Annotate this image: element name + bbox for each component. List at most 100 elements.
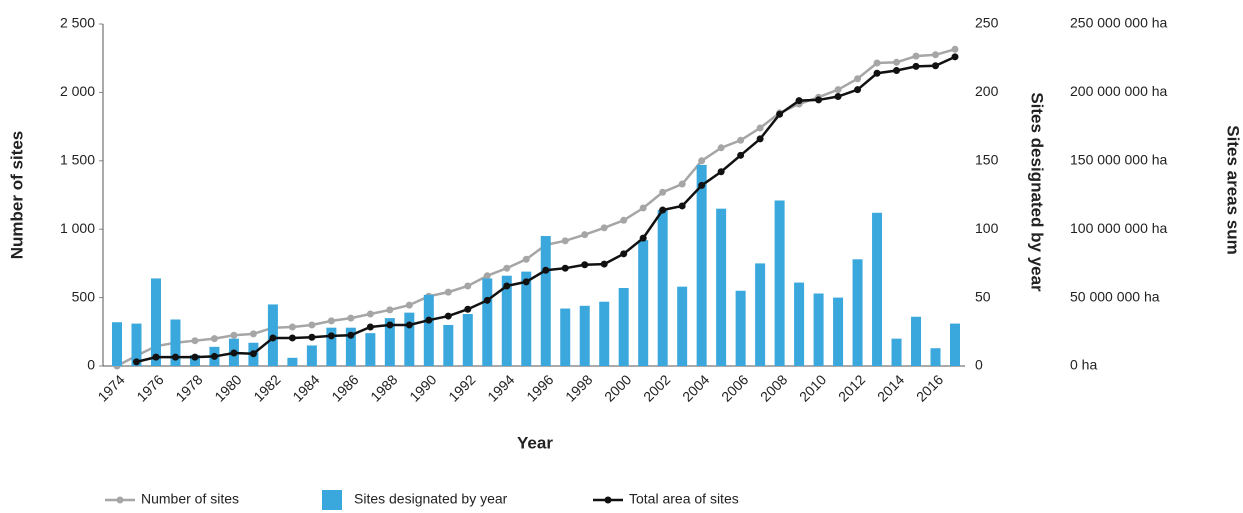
- line-point: [600, 260, 608, 268]
- bar: [443, 324, 454, 366]
- line-point: [327, 332, 335, 340]
- x-tick-label: 1984: [289, 371, 322, 404]
- bar: [462, 314, 473, 366]
- line-point: [639, 234, 647, 242]
- line-point: [444, 312, 452, 320]
- line-point: [483, 296, 491, 304]
- x-tick-label: 1996: [523, 371, 556, 404]
- bar: [560, 308, 571, 366]
- x-tick-label: 1980: [211, 371, 244, 404]
- line-point: [191, 353, 199, 361]
- line-point: [893, 67, 901, 75]
- line-point: [873, 59, 881, 67]
- x-tick-label: 1998: [562, 371, 595, 404]
- bar: [794, 282, 805, 366]
- line-point: [912, 62, 920, 70]
- line-point: [893, 58, 901, 66]
- y2-tick-label: 200: [975, 83, 999, 99]
- x-tick-label: 1978: [172, 371, 205, 404]
- bar: [404, 312, 415, 366]
- bar: [345, 327, 356, 366]
- x-axis-title: Year: [517, 433, 553, 452]
- line-point: [659, 206, 667, 214]
- line-point: [249, 330, 257, 338]
- line-point: [932, 51, 940, 59]
- line-point: [561, 237, 569, 245]
- line-point: [269, 334, 277, 342]
- bar: [306, 345, 317, 366]
- bar: [950, 323, 960, 366]
- line-point: [405, 321, 413, 329]
- y-tick-label: 0: [87, 357, 95, 373]
- line-point: [854, 75, 862, 83]
- line-point: [464, 305, 472, 313]
- bar: [150, 278, 161, 366]
- line-point: [425, 316, 433, 324]
- y2-axis-title: Sites designated by year: [1028, 92, 1047, 292]
- y-tick-label: 1 000: [60, 220, 95, 236]
- line-point: [581, 231, 589, 239]
- line-point: [581, 261, 589, 269]
- line-point: [366, 323, 374, 331]
- x-tick-label: 1986: [328, 371, 361, 404]
- y3-tick-label: 50 000 000 ha: [1070, 288, 1160, 304]
- x-tick-label: 2012: [835, 371, 868, 404]
- y2-tick-label: 150: [975, 152, 999, 168]
- bar: [170, 319, 181, 366]
- line-point: [230, 349, 238, 357]
- line-point: [834, 93, 842, 101]
- y3-tick-label: 250 000 000 ha: [1070, 15, 1168, 31]
- y-tick-label: 500: [72, 288, 96, 304]
- line-point: [483, 272, 491, 280]
- line-point: [288, 323, 296, 331]
- line-point: [717, 168, 725, 176]
- line-point: [678, 180, 686, 188]
- line-point: [249, 350, 257, 358]
- x-tick-label: 2010: [796, 371, 829, 404]
- line-point: [171, 353, 179, 361]
- line-point: [737, 136, 745, 144]
- line-point: [639, 204, 647, 212]
- bar: [579, 305, 590, 366]
- line-point: [620, 216, 628, 224]
- y2-tick-label: 250: [975, 15, 999, 31]
- bar: [716, 208, 727, 366]
- bar: [423, 294, 434, 366]
- line-point: [737, 151, 745, 159]
- line-point: [327, 317, 335, 325]
- x-tick-label: 2008: [757, 371, 790, 404]
- y3-tick-label: 100 000 000 ha: [1070, 220, 1168, 236]
- bar: [930, 348, 941, 366]
- line-point: [620, 250, 628, 258]
- line-point: [444, 288, 452, 296]
- line-point: [308, 333, 316, 341]
- x-tick-label: 2000: [601, 371, 634, 404]
- y-tick-label: 1 500: [60, 152, 95, 168]
- bar: [872, 212, 883, 366]
- bar: [735, 290, 746, 366]
- x-tick-label: 1982: [250, 371, 283, 404]
- x-tick-label: 2006: [718, 371, 751, 404]
- bar: [599, 301, 610, 366]
- line-point: [678, 202, 686, 210]
- line-point: [464, 282, 472, 290]
- x-tick-label: 2002: [640, 371, 673, 404]
- line-point: [503, 282, 511, 290]
- x-tick-label: 2014: [874, 371, 907, 404]
- line-point: [698, 157, 706, 165]
- bar: [540, 236, 551, 366]
- legend-label: Sites designated by year: [354, 491, 508, 507]
- bar: [618, 288, 629, 366]
- legend-swatch: [116, 496, 124, 504]
- line-point: [951, 45, 959, 53]
- bar: [696, 164, 707, 366]
- line-point: [834, 86, 842, 94]
- line-point: [347, 331, 355, 339]
- legend-swatch: [604, 496, 612, 504]
- y-tick-label: 2 000: [60, 83, 95, 99]
- line-point: [522, 278, 530, 286]
- line-point: [756, 124, 764, 132]
- line-point: [776, 110, 784, 118]
- bar: [131, 323, 142, 366]
- bar: [891, 338, 902, 366]
